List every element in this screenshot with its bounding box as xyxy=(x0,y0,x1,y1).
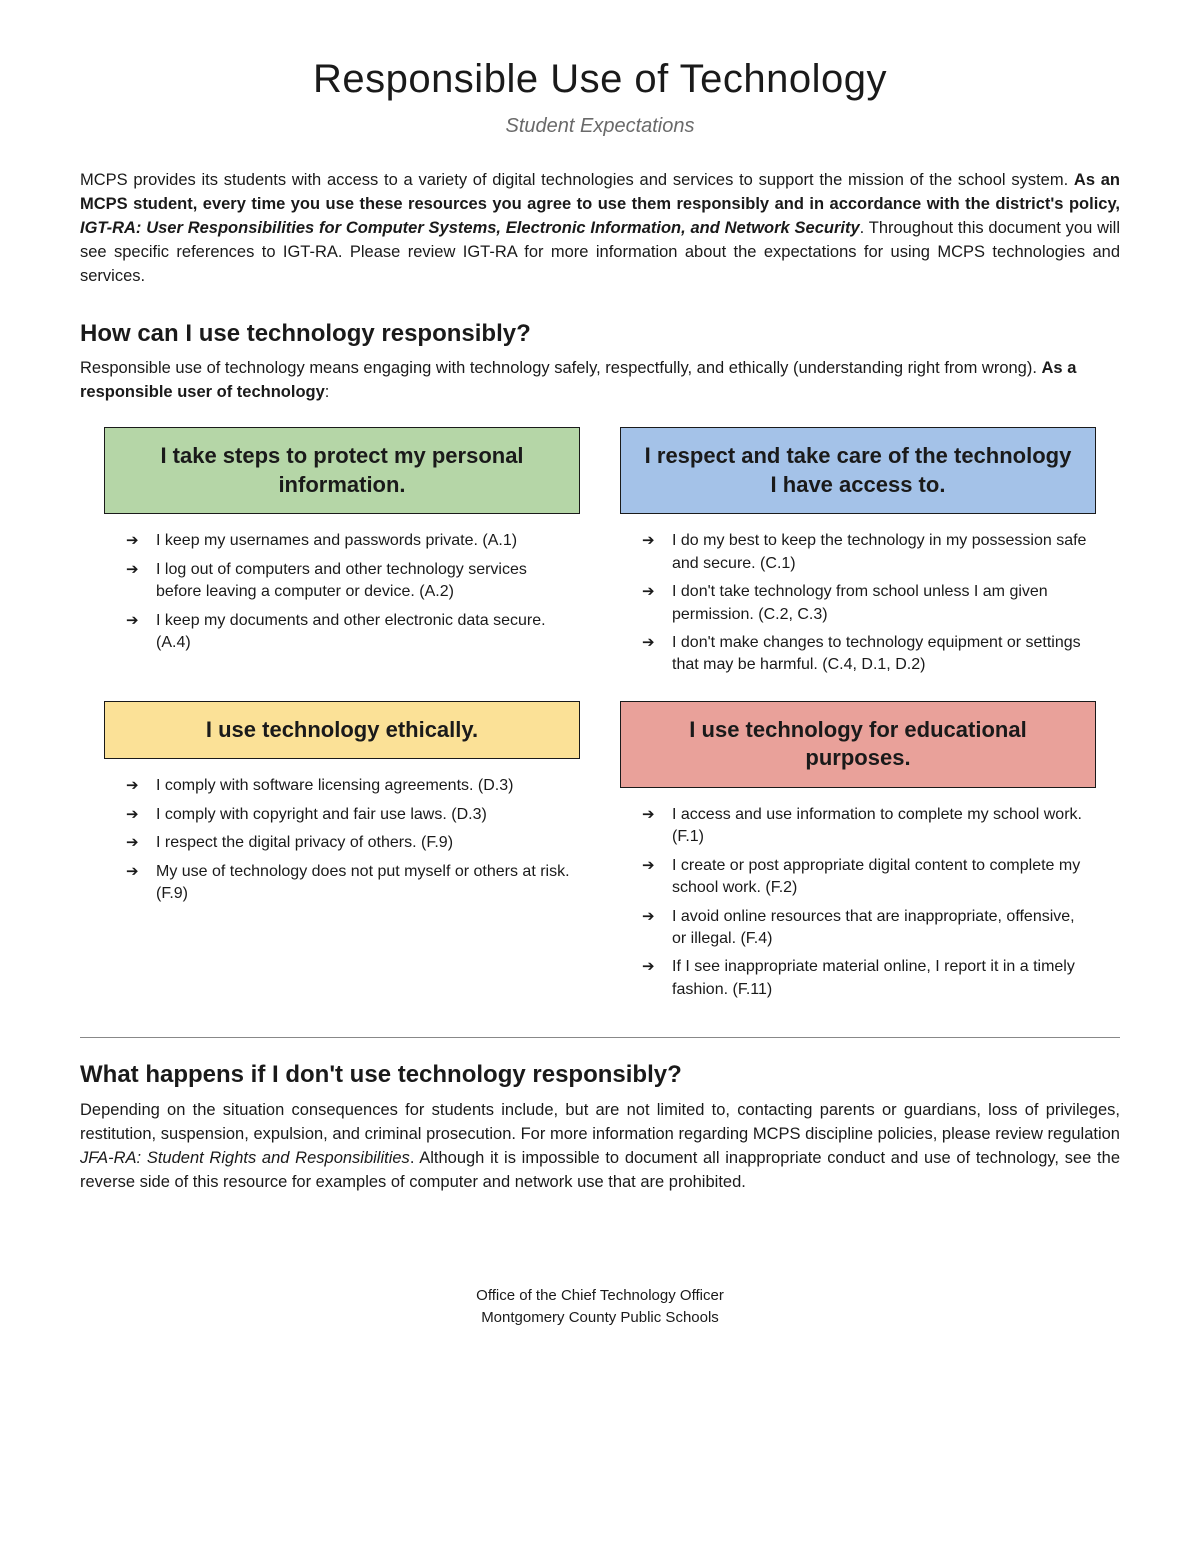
footer-line-1: Office of the Chief Technology Officer xyxy=(80,1285,1120,1308)
list-item: I avoid online resources that are inappr… xyxy=(642,906,1088,951)
list-item: I keep my documents and other electronic… xyxy=(126,610,572,655)
intro-policy-name: IGT-RA: User Responsibilities for Comput… xyxy=(80,219,860,237)
bullets-ethically: I comply with software licensing agreeme… xyxy=(104,775,580,905)
cell-ethically: I use technology ethically. I comply wit… xyxy=(104,701,580,1007)
box-respect-tech: I respect and take care of the technolog… xyxy=(620,427,1096,514)
intro-paragraph: MCPS provides its students with access t… xyxy=(80,169,1120,289)
list-item: I keep my usernames and passwords privat… xyxy=(126,530,572,552)
list-item: I comply with software licensing agreeme… xyxy=(126,775,572,797)
cell-protect-info: I take steps to protect my personal info… xyxy=(104,427,580,683)
footer-line-2: Montgomery County Public Schools xyxy=(80,1307,1120,1330)
cell-educational: I use technology for educational purpose… xyxy=(620,701,1096,1007)
list-item: My use of technology does not put myself… xyxy=(126,861,572,906)
intro-text: MCPS provides its students with access t… xyxy=(80,171,1074,189)
how-paragraph: Responsible use of technology means enga… xyxy=(80,357,1120,405)
bullets-respect-tech: I do my best to keep the technology in m… xyxy=(620,530,1096,676)
how-text: Responsible use of technology means enga… xyxy=(80,359,1042,377)
how-colon: : xyxy=(325,383,330,401)
what-regulation: JFA-RA: Student Rights and Responsibilit… xyxy=(80,1149,410,1167)
list-item: I don't take technology from school unle… xyxy=(642,581,1088,626)
box-protect-info: I take steps to protect my personal info… xyxy=(104,427,580,514)
page-subtitle: Student Expectations xyxy=(80,112,1120,141)
list-item: I don't make changes to technology equip… xyxy=(642,632,1088,677)
footer: Office of the Chief Technology Officer M… xyxy=(80,1285,1120,1330)
what-text: Depending on the situation consequences … xyxy=(80,1101,1120,1143)
list-item: I log out of computers and other technol… xyxy=(126,559,572,604)
what-paragraph: Depending on the situation consequences … xyxy=(80,1099,1120,1195)
list-item: If I see inappropriate material online, … xyxy=(642,956,1088,1001)
what-heading: What happens if I don't use technology r… xyxy=(80,1058,1120,1093)
list-item: I access and use information to complete… xyxy=(642,804,1088,849)
box-ethically: I use technology ethically. xyxy=(104,701,580,760)
list-item: I create or post appropriate digital con… xyxy=(642,855,1088,900)
bullets-protect-info: I keep my usernames and passwords privat… xyxy=(104,530,580,654)
principles-grid: I take steps to protect my personal info… xyxy=(80,427,1120,1007)
cell-respect-tech: I respect and take care of the technolog… xyxy=(620,427,1096,683)
list-item: I respect the digital privacy of others.… xyxy=(126,832,572,854)
separator xyxy=(80,1037,1120,1038)
box-educational: I use technology for educational purpose… xyxy=(620,701,1096,788)
list-item: I do my best to keep the technology in m… xyxy=(642,530,1088,575)
list-item: I comply with copyright and fair use law… xyxy=(126,804,572,826)
page-title: Responsible Use of Technology xyxy=(80,50,1120,108)
how-heading: How can I use technology responsibly? xyxy=(80,317,1120,352)
bullets-educational: I access and use information to complete… xyxy=(620,804,1096,1001)
